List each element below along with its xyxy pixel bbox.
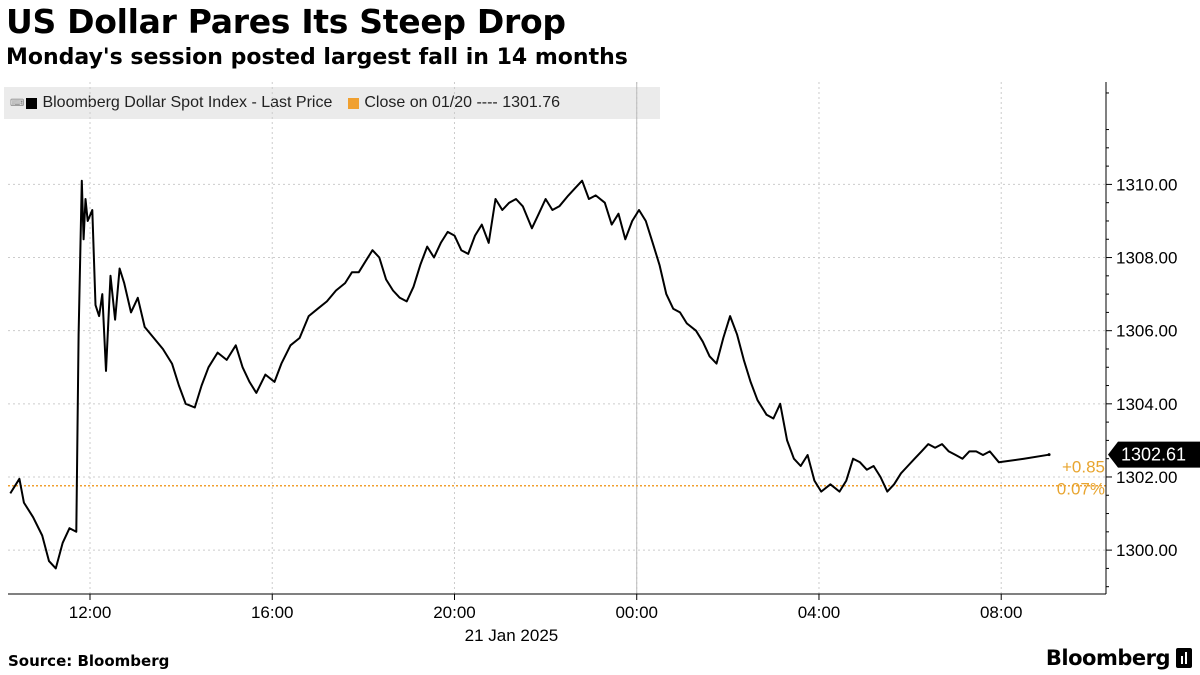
legend-item-close[interactable]: Close on 01/20 ---- 1301.76 (348, 94, 560, 112)
y-tick-label: 1304.00 (1116, 395, 1177, 414)
last-value-flag (1108, 441, 1200, 468)
legend-label-series: Bloomberg Dollar Spot Index - Last Price (42, 94, 333, 111)
chart-legend: ⌨ Bloomberg Dollar Spot Index - Last Pri… (4, 87, 660, 119)
y-tick-label: 1300.00 (1116, 541, 1177, 560)
date-label: 21 Jan 2025 (465, 626, 559, 645)
legend-handle-icon[interactable]: ⌨ (10, 97, 25, 109)
x-tick-label: 00:00 (615, 603, 658, 622)
change-pct-label: 0.07% (1057, 480, 1105, 499)
gridlines (8, 82, 1106, 594)
y-tick-label: 1306.00 (1116, 322, 1177, 341)
bloomberg-chart-icon (1176, 648, 1192, 668)
change-abs-label: +0.85 (1062, 458, 1105, 477)
last-point (1047, 453, 1051, 457)
y-tick-label: 1310.00 (1116, 175, 1177, 194)
series-line (9, 179, 1050, 570)
chart-subtitle: Monday's session posted largest fall in … (6, 45, 628, 70)
legend-label-close: Close on 01/20 ---- 1301.76 (364, 94, 561, 111)
legend-swatch-close (348, 97, 360, 109)
last-value-label: 1302.61 (1121, 445, 1186, 465)
bloomberg-logo: Bloomberg (1046, 646, 1192, 670)
labels: 1302.61 +0.85 0.07% (1057, 441, 1200, 499)
series-group (9, 179, 1051, 570)
axes: 1300.00 1302.00 1304.00 1306.00 1308.00 1310.… (8, 82, 1177, 645)
source-note: Source: Bloomberg (8, 652, 170, 670)
x-tick-label: 16:00 (251, 603, 294, 622)
x-tick-label: 20:00 (433, 603, 476, 622)
brand-text: Bloomberg (1045, 646, 1171, 670)
y-tick-label: 1308.00 (1116, 249, 1177, 268)
legend-item-series[interactable]: Bloomberg Dollar Spot Index - Last Price (26, 94, 332, 112)
chart-title: US Dollar Pares Its Steep Drop (6, 2, 566, 41)
x-tick-label: 04:00 (798, 603, 841, 622)
x-tick-label: 08:00 (980, 603, 1023, 622)
y-tick-label: 1302.00 (1116, 468, 1177, 487)
x-tick-label: 12:00 (69, 603, 112, 622)
legend-swatch-series (26, 97, 38, 109)
